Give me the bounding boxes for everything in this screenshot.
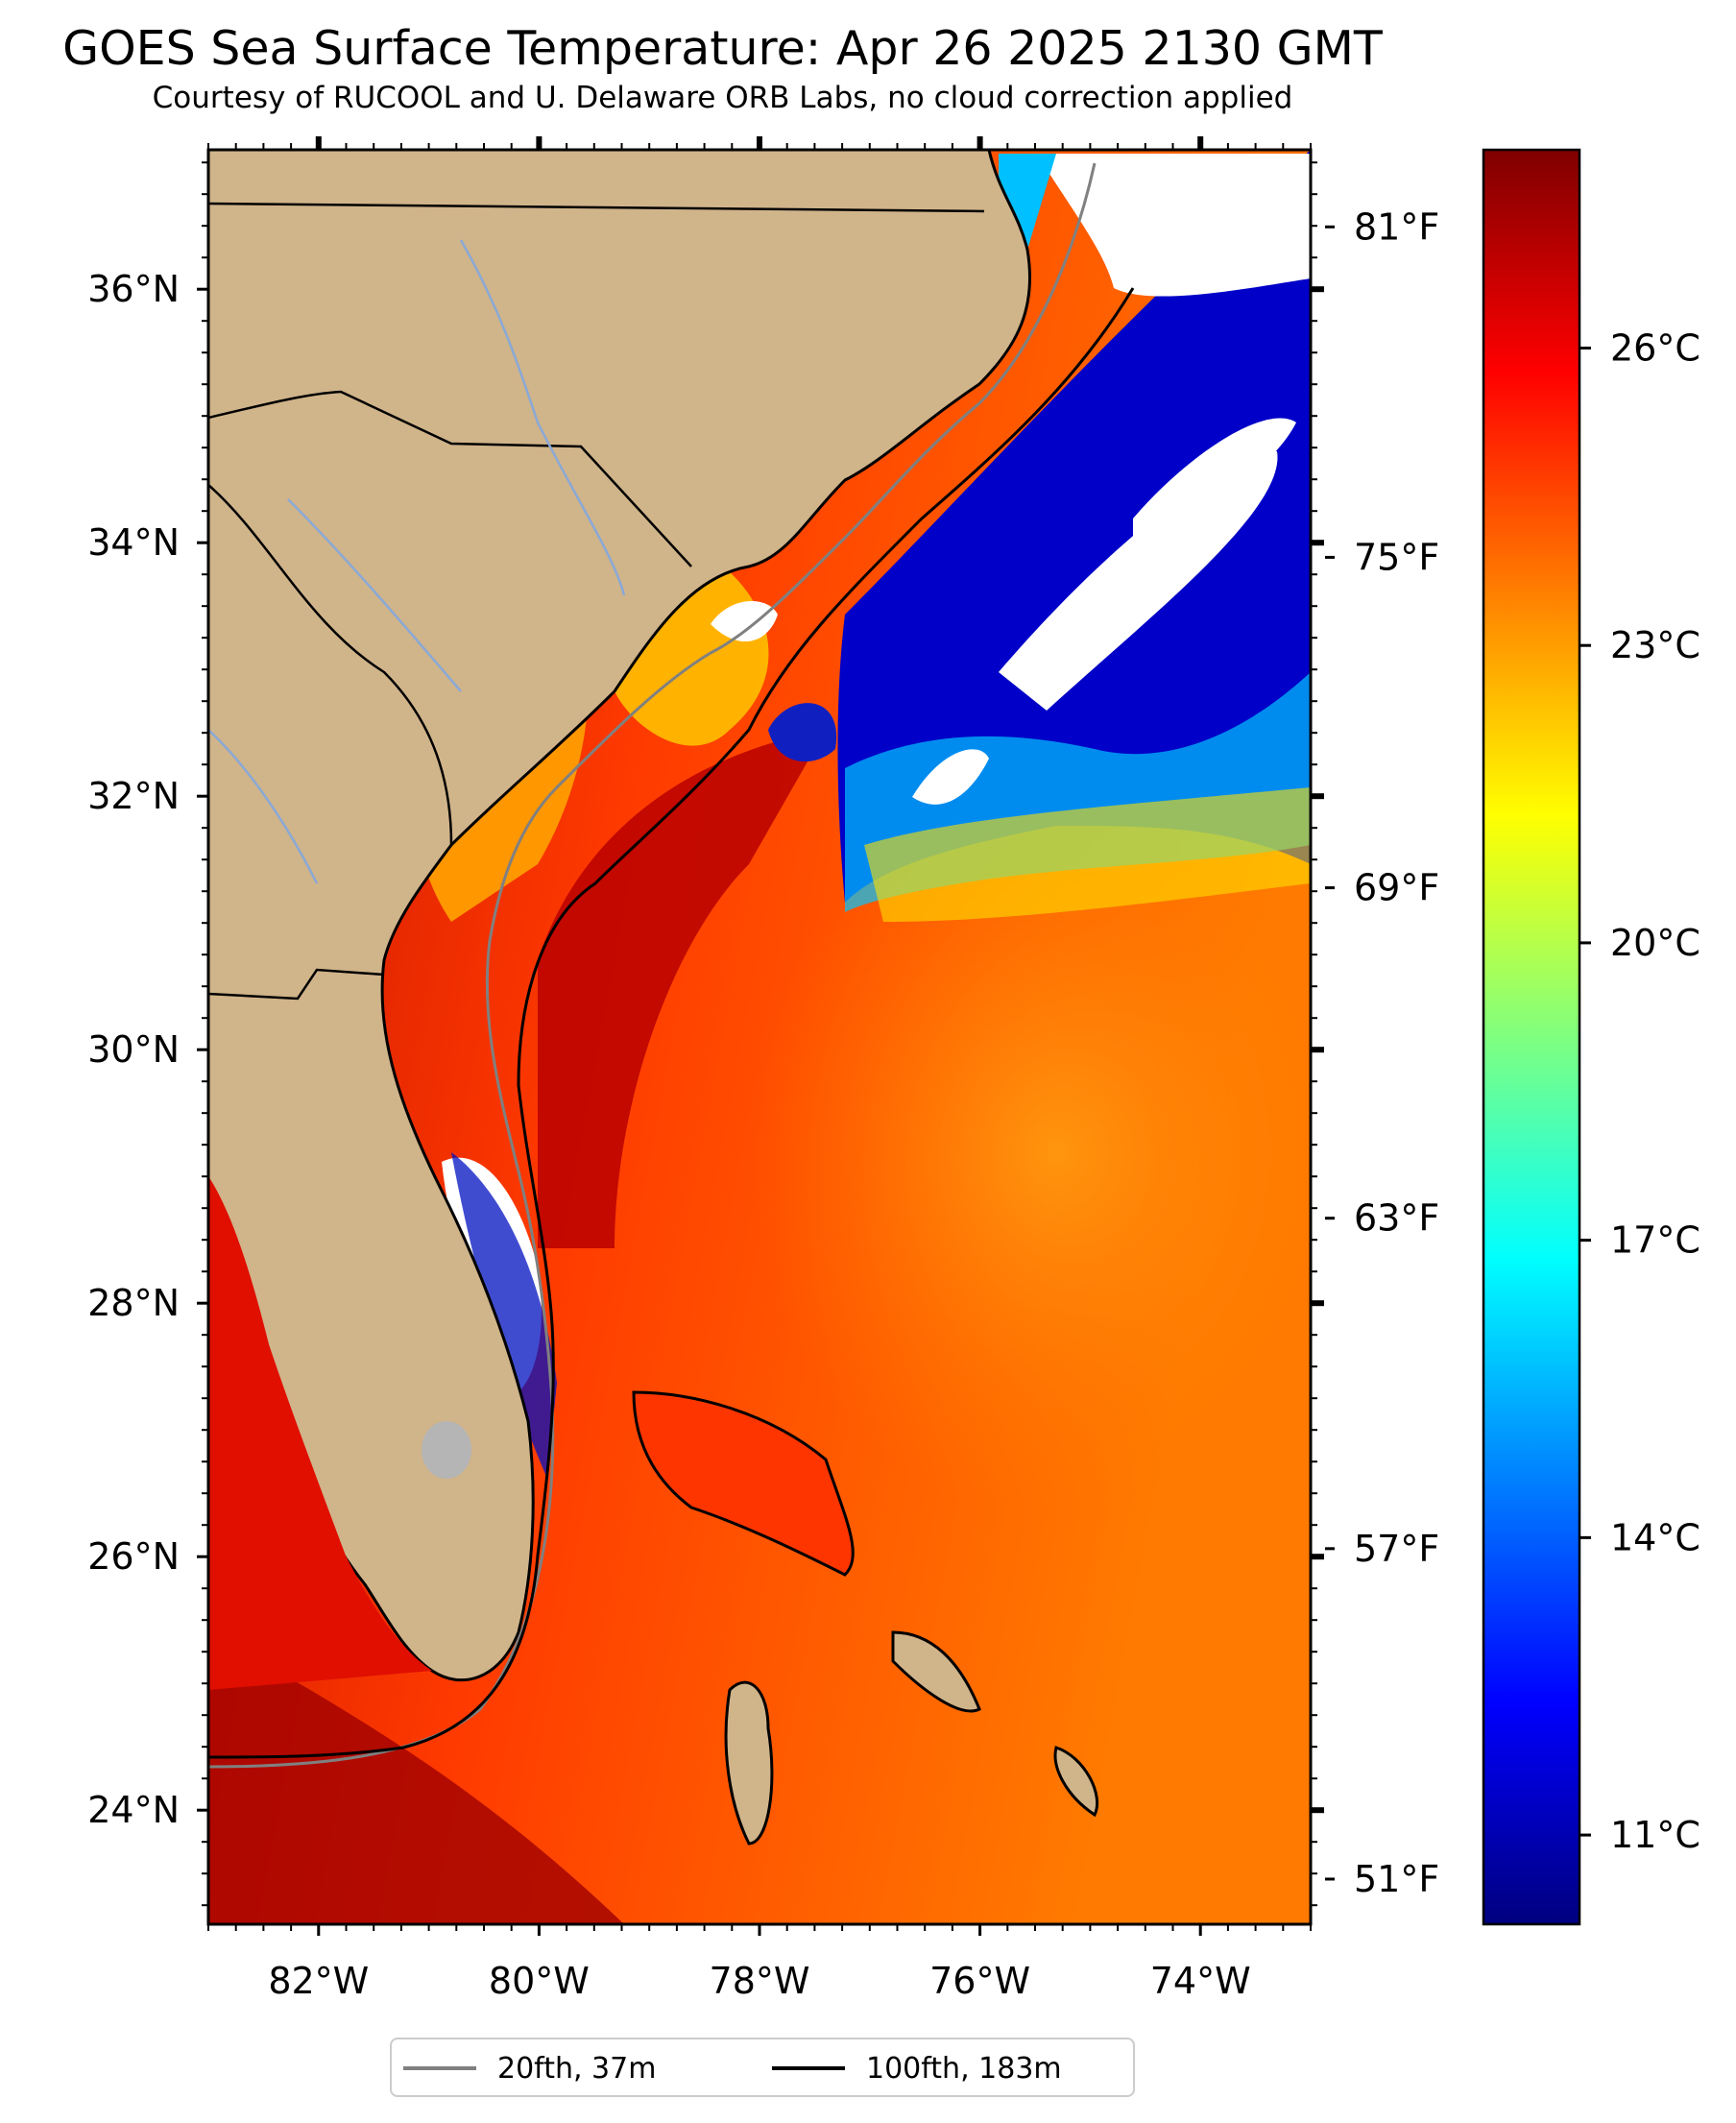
upwelling-cold-water <box>451 1152 557 1479</box>
lat-tick-label: 26°N <box>87 1535 180 1578</box>
cold-slope-water <box>837 150 1311 903</box>
frontal-yellow-band <box>864 787 1311 922</box>
colorbar-f-label: 69°F <box>1354 867 1439 909</box>
state-border-sc-ga <box>208 484 453 846</box>
colorbar-frame <box>1482 148 1581 1926</box>
isobath-legend: 20fth, 37m 100fth, 183m <box>390 2038 1135 2097</box>
legend-item-20fth: 20fth, 37m <box>403 2049 656 2087</box>
colorbar-c-label: 14°C <box>1610 1516 1700 1558</box>
straits-warm-water <box>208 1632 624 1924</box>
colorbar-c-label: 11°C <box>1610 1814 1700 1856</box>
colorbar-f-label: 75°F <box>1354 536 1439 578</box>
colorbar-f-label: 51°F <box>1354 1858 1439 1900</box>
lat-tick-label: 24°N <box>87 1789 180 1831</box>
legend-line-gray <box>403 2066 476 2070</box>
colorbar <box>1482 148 1581 1926</box>
lon-tick-label: 78°W <box>710 1960 810 2002</box>
gulf-stream-core <box>538 730 826 1248</box>
state-border-nc-sc <box>208 390 692 567</box>
cloud-patch-4 <box>1037 154 1311 297</box>
cloud-patch-3 <box>1133 418 1296 538</box>
cold-eddy <box>768 703 837 762</box>
lon-tick-label: 80°W <box>489 1960 590 2002</box>
shelf-water-carolina <box>615 557 769 746</box>
lat-tick-label: 36°N <box>87 268 180 310</box>
cloud-patch-2 <box>912 749 989 805</box>
warm-eddy <box>749 787 1311 1517</box>
colorbar-celsius-ticks: 11°C 14°C 17°C 20°C 23°C 26°C <box>1579 326 1700 1856</box>
andros-island <box>724 1680 774 1846</box>
colorbar-f-label: 57°F <box>1354 1528 1439 1570</box>
longitude-ticks: 82°W 80°W 78°W 76°W 74°W <box>207 136 1312 2002</box>
legend-line-black <box>772 2066 845 2070</box>
cloud-patch-1 <box>999 451 1278 711</box>
colorbar-c-label: 26°C <box>1610 326 1700 369</box>
map-subtitle: Courtesy of RUCOOL and U. Delaware ORB L… <box>152 81 1293 115</box>
colorbar-f-label: 81°F <box>1354 205 1439 248</box>
colorbar-c-label: 23°C <box>1610 624 1700 666</box>
map-area[interactable] <box>208 150 1363 1924</box>
state-border-ga-fl <box>208 968 385 1001</box>
cloud-patch-5 <box>711 601 778 642</box>
eleuthera-island <box>891 1630 981 1713</box>
lat-tick-label: 32°N <box>87 775 180 817</box>
map-title: GOES Sea Surface Temperature: Apr 26 202… <box>62 21 1383 76</box>
state-border-va-nc <box>208 202 985 213</box>
colorbar-c-label: 20°C <box>1610 922 1700 964</box>
gulf-of-mexico-sst <box>208 1176 432 1690</box>
colorbar-c-label: 17°C <box>1610 1219 1700 1262</box>
legend-item-100fth: 100fth, 183m <box>772 2049 1062 2087</box>
exuma-island <box>1053 1746 1099 1818</box>
isobath-100fth <box>208 287 1135 1759</box>
lat-tick-label: 28°N <box>87 1282 180 1324</box>
legend-label-20fth: 20fth, 37m <box>497 2051 657 2086</box>
little-bahama-bank <box>632 1390 855 1577</box>
river-2 <box>287 498 462 692</box>
river-3 <box>208 729 319 884</box>
colorbar-gradient <box>1483 150 1579 1924</box>
river-1 <box>459 239 626 596</box>
colorbar-f-label: 63°F <box>1354 1197 1439 1240</box>
legend-label-100fth: 100fth, 183m <box>866 2051 1062 2086</box>
lon-tick-label: 76°W <box>929 1960 1030 2002</box>
lon-tick-label: 82°W <box>268 1960 369 2002</box>
lat-tick-label: 30°N <box>87 1028 180 1071</box>
lat-tick-label: 34°N <box>87 521 180 564</box>
lon-tick-label: 74°W <box>1150 1960 1251 2002</box>
colorbar-fahrenheit-ticks: 51°F 57°F 63°F 69°F 75°F 81°F <box>1325 205 1439 1900</box>
lake-okeechobee <box>422 1421 471 1479</box>
latitude-ticks: 24°N 26°N 28°N 30°N 32°N 34°N 36°N <box>87 161 1324 1907</box>
